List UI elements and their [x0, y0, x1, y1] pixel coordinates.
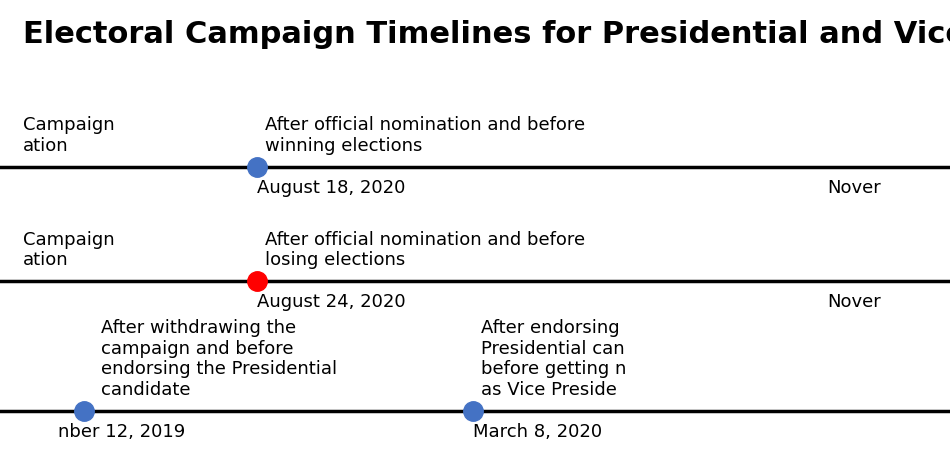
Text: After withdrawing the
campaign and before
endorsing the Presidential
candidate: After withdrawing the campaign and befor…	[101, 319, 337, 399]
Text: nber 12, 2019: nber 12, 2019	[58, 423, 185, 441]
Text: After official nomination and before
winning elections: After official nomination and before win…	[265, 117, 585, 155]
Text: After endorsing
Presidential can
before getting n
as Vice Preside: After endorsing Presidential can before …	[482, 319, 627, 399]
Text: March 8, 2020: March 8, 2020	[473, 423, 602, 441]
Text: August 24, 2020: August 24, 2020	[256, 293, 406, 311]
Text: After official nomination and before
losing elections: After official nomination and before los…	[265, 230, 585, 269]
Text: Campaign
ation: Campaign ation	[23, 117, 115, 155]
Text: Electoral Campaign Timelines for Presidential and Vice Presidential: Electoral Campaign Timelines for Preside…	[23, 20, 950, 49]
Text: Nover: Nover	[827, 293, 881, 311]
Text: Nover: Nover	[827, 179, 881, 197]
Text: August 18, 2020: August 18, 2020	[256, 179, 405, 197]
Text: Campaign
ation: Campaign ation	[23, 230, 115, 269]
